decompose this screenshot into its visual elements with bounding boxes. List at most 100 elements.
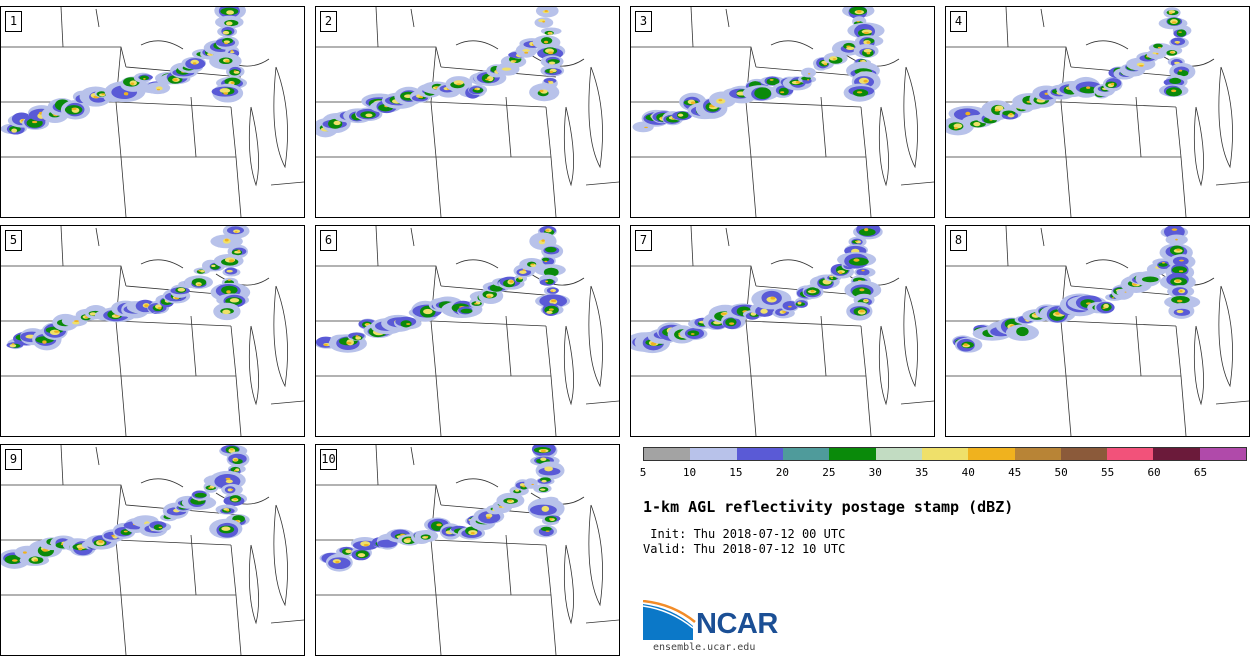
state-boundary xyxy=(140,259,184,269)
member-number: 5 xyxy=(5,230,22,251)
reflectivity-cell xyxy=(863,31,869,35)
reflectivity-cell xyxy=(400,320,412,328)
state-boundary xyxy=(316,46,442,68)
reflectivity-cell xyxy=(540,526,552,532)
map-panel-graphic xyxy=(631,7,934,217)
reflectivity-cell xyxy=(1175,279,1180,283)
reflectivity-cell xyxy=(230,448,234,451)
reflectivity-cell xyxy=(1139,64,1144,67)
reflectivity-cell xyxy=(859,288,865,292)
reflectivity-cell xyxy=(782,300,798,311)
state-boundary xyxy=(1060,320,1177,327)
state-boundary xyxy=(563,106,574,187)
state-boundary xyxy=(745,320,862,327)
reflectivity-cell xyxy=(543,40,549,44)
reflectivity-cell xyxy=(1158,262,1168,267)
state-boundary xyxy=(820,315,827,377)
state-boundary xyxy=(770,40,814,50)
reflectivity-cell xyxy=(222,30,230,35)
colorbar-swatch xyxy=(690,448,737,460)
state-boundary xyxy=(631,46,757,68)
reflectivity-cell xyxy=(861,269,865,272)
reflectivity-cell xyxy=(846,46,855,51)
reflectivity-cell xyxy=(780,91,785,94)
reflectivity-cell xyxy=(219,88,231,94)
reflectivity-cell xyxy=(760,308,768,314)
reflectivity-cell xyxy=(194,492,207,498)
reflectivity-cell xyxy=(237,249,241,252)
reflectivity-cell xyxy=(1086,86,1091,89)
reflectivity-cell xyxy=(98,540,104,544)
reflectivity-cell xyxy=(518,278,521,280)
reflectivity-cell xyxy=(795,80,801,84)
reflectivity-cell xyxy=(357,553,366,558)
state-boundary xyxy=(1,484,127,506)
state-boundary xyxy=(273,66,288,169)
state-boundary xyxy=(505,534,512,596)
state-boundary xyxy=(585,181,619,186)
reflectivity-cell xyxy=(965,111,971,116)
state-boundary xyxy=(1180,156,1187,217)
reflectivity-cell xyxy=(863,79,868,83)
state-boundary xyxy=(1005,7,1009,48)
reflectivity-cell xyxy=(1179,259,1184,262)
state-boundary xyxy=(585,400,619,405)
reflectivity-cell xyxy=(524,51,529,54)
colorbar-tick-label: 65 xyxy=(1193,466,1208,479)
reflectivity-cell xyxy=(729,322,735,325)
state-boundary xyxy=(725,8,730,28)
reflectivity-cell xyxy=(539,89,544,93)
state-boundary xyxy=(631,265,757,287)
colorbar xyxy=(643,447,1247,461)
state-boundary xyxy=(900,181,934,186)
reflectivity-cell xyxy=(856,91,863,94)
reflectivity-cell xyxy=(226,269,233,273)
reflectivity-cell xyxy=(832,58,837,60)
reflectivity-cell xyxy=(177,287,186,292)
state-boundary xyxy=(95,227,100,247)
reflectivity-cell xyxy=(1161,261,1165,264)
reflectivity-cell xyxy=(541,37,553,45)
reflectivity-cell xyxy=(1103,303,1109,309)
state-boundary xyxy=(820,96,827,158)
state-boundary xyxy=(115,320,127,436)
reflectivity-cell xyxy=(973,122,981,127)
reflectivity-cell xyxy=(1111,297,1115,299)
state-boundary xyxy=(860,106,867,158)
reflectivity-cell xyxy=(509,280,514,283)
colorbar-tick-label: 50 xyxy=(1054,466,1068,479)
reflectivity-cell xyxy=(549,70,554,74)
reflectivity-cell xyxy=(498,506,503,508)
reflectivity-cell xyxy=(848,257,869,266)
reflectivity-cell xyxy=(211,264,216,268)
state-boundary xyxy=(430,320,442,436)
state-boundary xyxy=(248,544,259,625)
member-number: 2 xyxy=(320,11,337,32)
reflectivity-cell xyxy=(71,107,77,111)
reflectivity-cell xyxy=(226,10,234,15)
reflectivity-cell xyxy=(365,113,373,118)
reflectivity-cell xyxy=(1055,311,1060,315)
state-boundary xyxy=(1135,315,1142,377)
reflectivity-cell xyxy=(365,323,369,325)
member-number: 7 xyxy=(635,230,652,251)
colorbar-tick-label: 45 xyxy=(1008,466,1022,479)
state-boundary xyxy=(190,534,197,596)
reflectivity-cell xyxy=(507,499,513,502)
reflectivity-cell xyxy=(519,270,527,274)
colorbar-tick-label: 20 xyxy=(775,466,789,479)
logo-text: NCAR xyxy=(696,608,778,640)
reflectivity-cell xyxy=(807,73,811,75)
reflectivity-cell xyxy=(542,20,546,23)
reflectivity-cell xyxy=(1178,31,1182,33)
state-boundary xyxy=(190,96,197,158)
member-panel: 7 xyxy=(630,225,935,437)
state-boundary xyxy=(946,265,1072,287)
reflectivity-cell xyxy=(101,93,106,96)
reflectivity-cell xyxy=(846,45,851,48)
state-boundary xyxy=(270,400,304,405)
reflectivity-cell xyxy=(544,466,553,472)
map-panel-graphic xyxy=(1,226,304,436)
state-boundary xyxy=(770,259,814,269)
colorbar-tick-label: 55 xyxy=(1100,466,1115,479)
